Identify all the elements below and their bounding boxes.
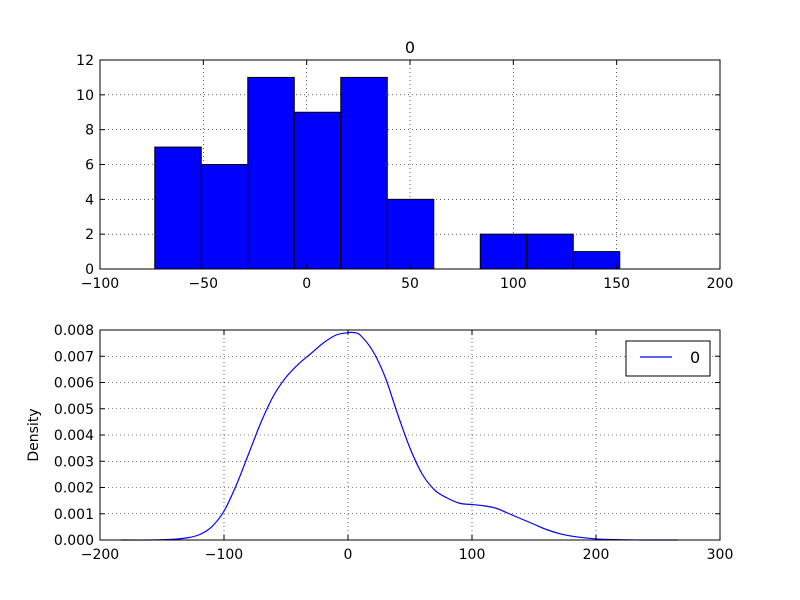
density-ylabel: Density xyxy=(26,408,42,461)
legend-frame xyxy=(625,340,711,377)
density-xtick-label: 200 xyxy=(583,547,610,563)
density-ytick-label: 0.006 xyxy=(54,376,94,392)
histogram-ytick-label: 8 xyxy=(85,123,94,139)
density-xtick-label: 100 xyxy=(459,547,486,563)
density-line-series-0 xyxy=(121,331,678,541)
density-ytick-label: 0.004 xyxy=(54,428,94,444)
histogram-xtick-label: 50 xyxy=(401,276,419,292)
density-ytick-label: 0.001 xyxy=(54,507,94,523)
histogram-bar xyxy=(572,251,621,270)
density-ytick-label: 0.002 xyxy=(54,481,94,497)
density-ytick-label: 0.005 xyxy=(54,402,94,418)
histogram-bar xyxy=(479,233,528,270)
histogram-subplot: 0 −100 −50 0 50 100 150 200 0 2 4 6 8 10 12 xyxy=(76,38,733,292)
histogram-ytick-label: 2 xyxy=(85,227,94,243)
histogram-xtick-label: 200 xyxy=(707,276,734,292)
histogram-bar xyxy=(200,164,249,270)
histogram-bar xyxy=(340,76,388,270)
density-xtick-label: 300 xyxy=(707,547,734,563)
histogram-bar xyxy=(247,76,295,270)
histogram-bars xyxy=(154,76,621,270)
histogram-xtick-label: 100 xyxy=(500,276,527,292)
histogram-ytick-label: 4 xyxy=(85,192,94,208)
histogram-bar xyxy=(154,146,202,270)
histogram-title: 0 xyxy=(405,38,415,57)
histogram-bar xyxy=(526,233,574,270)
density-legend: 0 xyxy=(625,340,711,377)
histogram-ytick-label: 10 xyxy=(76,88,94,104)
histogram-ytick-label: 6 xyxy=(85,158,94,174)
histogram-ticks: −100 −50 0 50 100 150 200 0 2 4 6 8 10 12 xyxy=(76,53,733,292)
density-ytick-label: 0.007 xyxy=(54,349,94,365)
legend-entry-0: 0 xyxy=(690,348,700,367)
histogram-ytick-label: 12 xyxy=(76,53,94,69)
density-xtick-label: −200 xyxy=(81,547,119,563)
histogram-bar xyxy=(386,198,435,270)
density-subplot: −200 −100 0 100 200 300 0.000 0.001 0.002 0.003 0.… xyxy=(26,323,733,563)
histogram-xtick-label: −50 xyxy=(189,276,219,292)
density-ytick-label: 0.008 xyxy=(54,323,94,339)
histogram-ytick-label: 0 xyxy=(85,262,94,278)
histogram-bar xyxy=(293,111,342,270)
histogram-xtick-label: 0 xyxy=(302,276,311,292)
density-ticks: −200 −100 0 100 200 300 0.000 0.001 0.002 0.003 0.… xyxy=(54,323,733,563)
density-ytick-label: 0.003 xyxy=(54,454,94,470)
histogram-xtick-label: −100 xyxy=(81,276,119,292)
density-xtick-label: 0 xyxy=(344,547,353,563)
density-xtick-label: −100 xyxy=(205,547,243,563)
histogram-xtick-label: 150 xyxy=(603,276,630,292)
density-ytick-label: 0.000 xyxy=(54,533,94,549)
